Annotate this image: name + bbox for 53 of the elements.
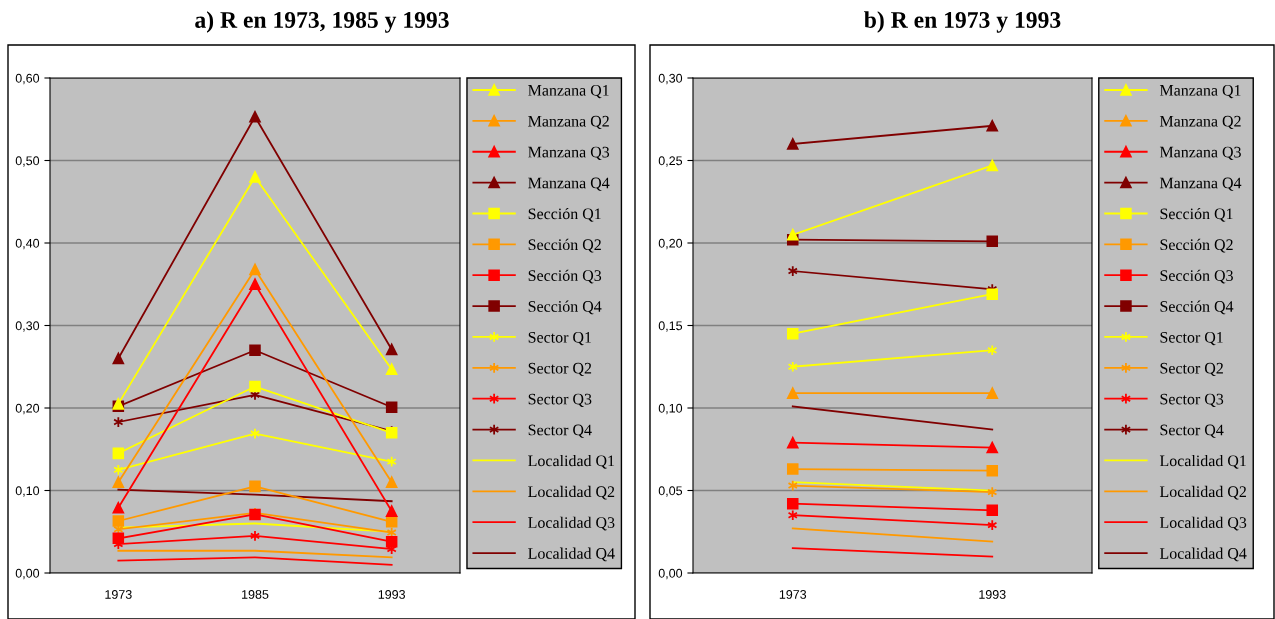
x-tick-label: 1973 [779,590,807,599]
legend-label: Sector Q2 [1160,362,1223,377]
y-tick-label: 0,20 [658,238,683,250]
x-tick-label: 1993 [979,590,1006,599]
y-tick-label: 0,20 [15,403,40,415]
y-tick-label: 0,40 [15,238,40,250]
y-tick-label: 0,15 [658,321,683,332]
legend-label: Sector Q4 [528,424,592,438]
legend-label: Sector Q2 [528,362,592,377]
legend-label: Manzana Q2 [528,115,609,130]
legend-label: Sección Q3 [528,269,602,284]
legend-label: Sección Q4 [528,300,602,315]
legend-label: Localidad Q1 [1159,454,1246,469]
legend-label: Manzana Q3 [1159,146,1241,160]
legend-label: Sección Q2 [528,238,601,253]
y-tick-label: 0,10 [15,486,40,497]
legend-label: Sección Q1 [528,207,601,222]
y-tick-label: 0,60 [15,73,40,85]
chart-title: b) R en 1973 y 1993 [864,11,1061,33]
y-tick-label: 0,00 [15,568,40,580]
legend-label: Sector Q3 [528,393,592,407]
legend-label: Localidad Q2 [528,485,615,500]
x-tick-label: 1985 [242,590,269,599]
legend-label: Sector Q4 [1160,424,1224,438]
legend-label: Manzana Q1 [528,84,609,99]
y-tick-label: 0,30 [15,321,40,332]
x-tick-label: 1973 [105,590,132,599]
legend-label: Manzana Q1 [1159,84,1241,99]
legend-label: Localidad Q4 [1159,547,1247,562]
legend-label: Localidad Q3 [1159,516,1247,531]
legend-label: Sector Q1 [528,331,592,346]
legend-label: Localidad Q4 [528,547,615,562]
y-tick-label: 0,50 [15,156,40,167]
y-tick-label: 0,05 [658,486,683,497]
legend-label: Manzana Q4 [1159,177,1242,191]
y-tick-label: 0,30 [658,73,683,85]
legend-label: Sección Q1 [1160,207,1233,222]
legend-label: Localidad Q1 [528,454,615,469]
x-tick-label: 1993 [378,590,406,599]
legend-label: Sector Q1 [1160,331,1223,346]
legend-label: Sector Q3 [1160,393,1224,407]
legend-label: Manzana Q4 [528,177,610,191]
legend-label: Localidad Q2 [1159,485,1246,500]
chart-title: a) R en 1973, 1985 y 1993 [195,11,449,33]
y-tick-label: 0,25 [658,156,683,167]
legend-label: Localidad Q3 [528,516,615,531]
y-tick-label: 0,10 [658,403,683,415]
legend-label: Manzana Q2 [1159,115,1241,130]
legend-label: Sección Q3 [1160,269,1233,284]
legend-label: Manzana Q3 [528,146,610,160]
legend-label: Sección Q4 [1160,300,1234,315]
y-tick-label: 0,00 [658,568,683,580]
legend-label: Sección Q2 [1160,238,1233,253]
